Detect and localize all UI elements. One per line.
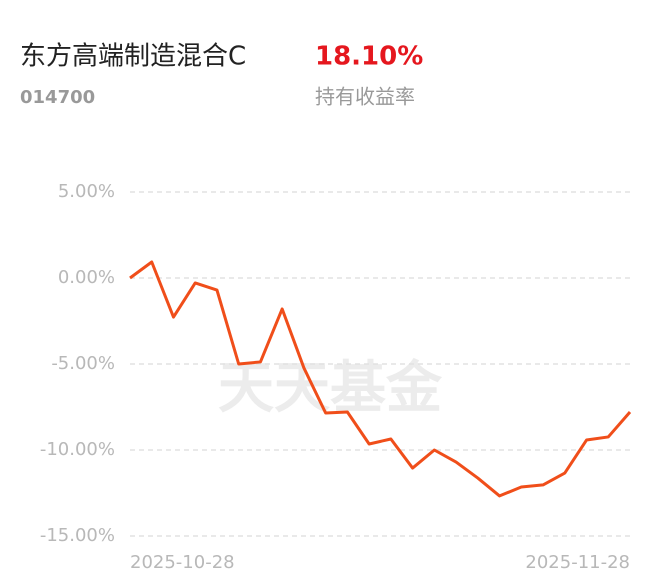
x-tick-label: 2025-10-28 [130,552,235,573]
fund-code: 014700 [20,87,95,108]
y-tick-label: 0.00% [58,267,115,288]
return-value: 18.10% [315,42,423,72]
line [129,260,632,498]
return-label: 持有收益率 [315,85,415,109]
y-tick-label: -15.00% [40,525,115,546]
y-tick-label: -5.00% [51,353,115,374]
y-tick-label: 5.00% [58,181,115,202]
x-tick-label: 2025-11-28 [525,552,630,573]
fund-name: 东方高端制造混合C [20,42,246,72]
y-tick-label: -10.00% [40,439,115,460]
watermark: 天天基金 [218,356,443,421]
